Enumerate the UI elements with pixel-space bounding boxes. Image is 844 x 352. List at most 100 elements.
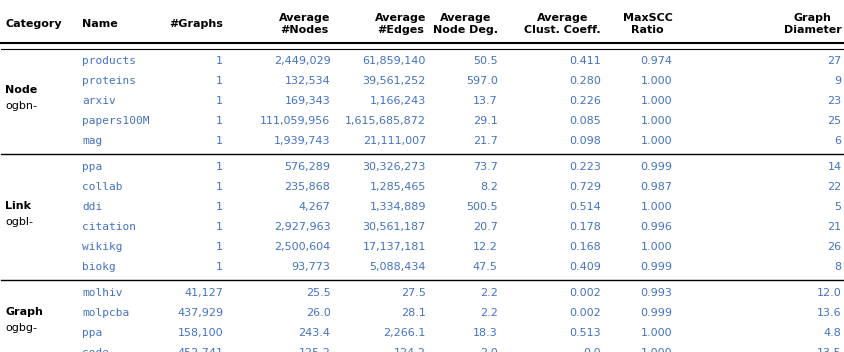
Text: 1.000: 1.000 [641, 96, 672, 106]
Text: arxiv: arxiv [82, 96, 116, 106]
Text: 0.002: 0.002 [568, 288, 600, 298]
Text: 0.002: 0.002 [568, 308, 600, 318]
Text: 0.993: 0.993 [640, 288, 672, 298]
Text: 21: 21 [826, 222, 841, 232]
Text: 1: 1 [216, 262, 223, 272]
Text: 4,267: 4,267 [298, 202, 330, 212]
Text: 27.5: 27.5 [401, 288, 425, 298]
Text: 576,289: 576,289 [284, 162, 330, 172]
Text: Average
#Nodes: Average #Nodes [279, 13, 330, 35]
Text: 61,859,140: 61,859,140 [362, 56, 425, 66]
Text: 1,334,889: 1,334,889 [369, 202, 425, 212]
Text: 158,100: 158,100 [177, 328, 223, 338]
Text: 26: 26 [826, 242, 841, 252]
Text: 0.280: 0.280 [568, 76, 600, 86]
Text: 2.2: 2.2 [479, 288, 497, 298]
Text: 1,939,743: 1,939,743 [273, 136, 330, 146]
Text: Average
#Edges: Average #Edges [374, 13, 425, 35]
Text: ogbg-: ogbg- [5, 322, 37, 333]
Text: 25.5: 25.5 [306, 288, 330, 298]
Text: papers100M: papers100M [82, 116, 149, 126]
Text: 1.000: 1.000 [641, 242, 672, 252]
Text: Graph: Graph [5, 307, 43, 317]
Text: 18.3: 18.3 [473, 328, 497, 338]
Text: 0.409: 0.409 [568, 262, 600, 272]
Text: 1: 1 [216, 96, 223, 106]
Text: 124.2: 124.2 [393, 348, 425, 352]
Text: 21,111,007: 21,111,007 [362, 136, 425, 146]
Text: 47.5: 47.5 [473, 262, 497, 272]
Text: 1,615,685,872: 1,615,685,872 [344, 116, 425, 126]
Text: 4.8: 4.8 [823, 328, 841, 338]
Text: 111,059,956: 111,059,956 [260, 116, 330, 126]
Text: 1: 1 [216, 56, 223, 66]
Text: 1.000: 1.000 [641, 76, 672, 86]
Text: 0.085: 0.085 [568, 116, 600, 126]
Text: 1.000: 1.000 [641, 116, 672, 126]
Text: 13.7: 13.7 [473, 96, 497, 106]
Text: Category: Category [5, 19, 62, 29]
Text: 0.999: 0.999 [640, 308, 672, 318]
Text: 1,166,243: 1,166,243 [369, 96, 425, 106]
Text: 1: 1 [216, 222, 223, 232]
Text: products: products [82, 56, 136, 66]
Text: 30,561,187: 30,561,187 [362, 222, 425, 232]
Text: mag: mag [82, 136, 102, 146]
Text: 6: 6 [834, 136, 841, 146]
Text: 1.000: 1.000 [641, 348, 672, 352]
Text: 1: 1 [216, 162, 223, 172]
Text: 50.5: 50.5 [473, 56, 497, 66]
Text: 0.178: 0.178 [568, 222, 600, 232]
Text: 8: 8 [834, 262, 841, 272]
Text: 169,343: 169,343 [284, 96, 330, 106]
Text: 0.514: 0.514 [568, 202, 600, 212]
Text: 25: 25 [826, 116, 841, 126]
Text: ogbl-: ogbl- [5, 216, 33, 226]
Text: 14: 14 [826, 162, 841, 172]
Text: 1.000: 1.000 [641, 328, 672, 338]
Text: 1.000: 1.000 [641, 202, 672, 212]
Text: 1: 1 [216, 202, 223, 212]
Text: 29.1: 29.1 [473, 116, 497, 126]
Text: 27: 27 [826, 56, 841, 66]
Text: 125.2: 125.2 [298, 348, 330, 352]
Text: 12.0: 12.0 [816, 288, 841, 298]
Text: 437,929: 437,929 [176, 308, 223, 318]
Text: 0.999: 0.999 [640, 262, 672, 272]
Text: molhiv: molhiv [82, 288, 122, 298]
Text: 20.7: 20.7 [473, 222, 497, 232]
Text: collab: collab [82, 182, 122, 192]
Text: 17,137,181: 17,137,181 [362, 242, 425, 252]
Text: ogbn-: ogbn- [5, 101, 37, 111]
Text: 2,266.1: 2,266.1 [383, 328, 425, 338]
Text: 1: 1 [216, 242, 223, 252]
Text: 2.2: 2.2 [479, 308, 497, 318]
Text: 73.7: 73.7 [473, 162, 497, 172]
Text: 28.1: 28.1 [401, 308, 425, 318]
Text: Link: Link [5, 201, 31, 211]
Text: 0.226: 0.226 [568, 96, 600, 106]
Text: 13.6: 13.6 [816, 308, 841, 318]
Text: ddi: ddi [82, 202, 102, 212]
Text: 0.999: 0.999 [640, 162, 672, 172]
Text: 597.0: 597.0 [465, 76, 497, 86]
Text: 132,534: 132,534 [284, 76, 330, 86]
Text: Name: Name [82, 19, 117, 29]
Text: molpcba: molpcba [82, 308, 129, 318]
Text: 21.7: 21.7 [473, 136, 497, 146]
Text: citation: citation [82, 222, 136, 232]
Text: 0.168: 0.168 [568, 242, 600, 252]
Text: ppa: ppa [82, 328, 102, 338]
Text: 1.000: 1.000 [641, 136, 672, 146]
Text: 30,326,273: 30,326,273 [362, 162, 425, 172]
Text: 12.2: 12.2 [473, 242, 497, 252]
Text: proteins: proteins [82, 76, 136, 86]
Text: Average
Clust. Coeff.: Average Clust. Coeff. [523, 13, 600, 35]
Text: 0.729: 0.729 [568, 182, 600, 192]
Text: #Graphs: #Graphs [169, 19, 223, 29]
Text: 23: 23 [826, 96, 841, 106]
Text: 2,449,029: 2,449,029 [273, 56, 330, 66]
Text: 5: 5 [834, 202, 841, 212]
Text: Node: Node [5, 85, 37, 95]
Text: MaxSCC
Ratio: MaxSCC Ratio [622, 13, 672, 35]
